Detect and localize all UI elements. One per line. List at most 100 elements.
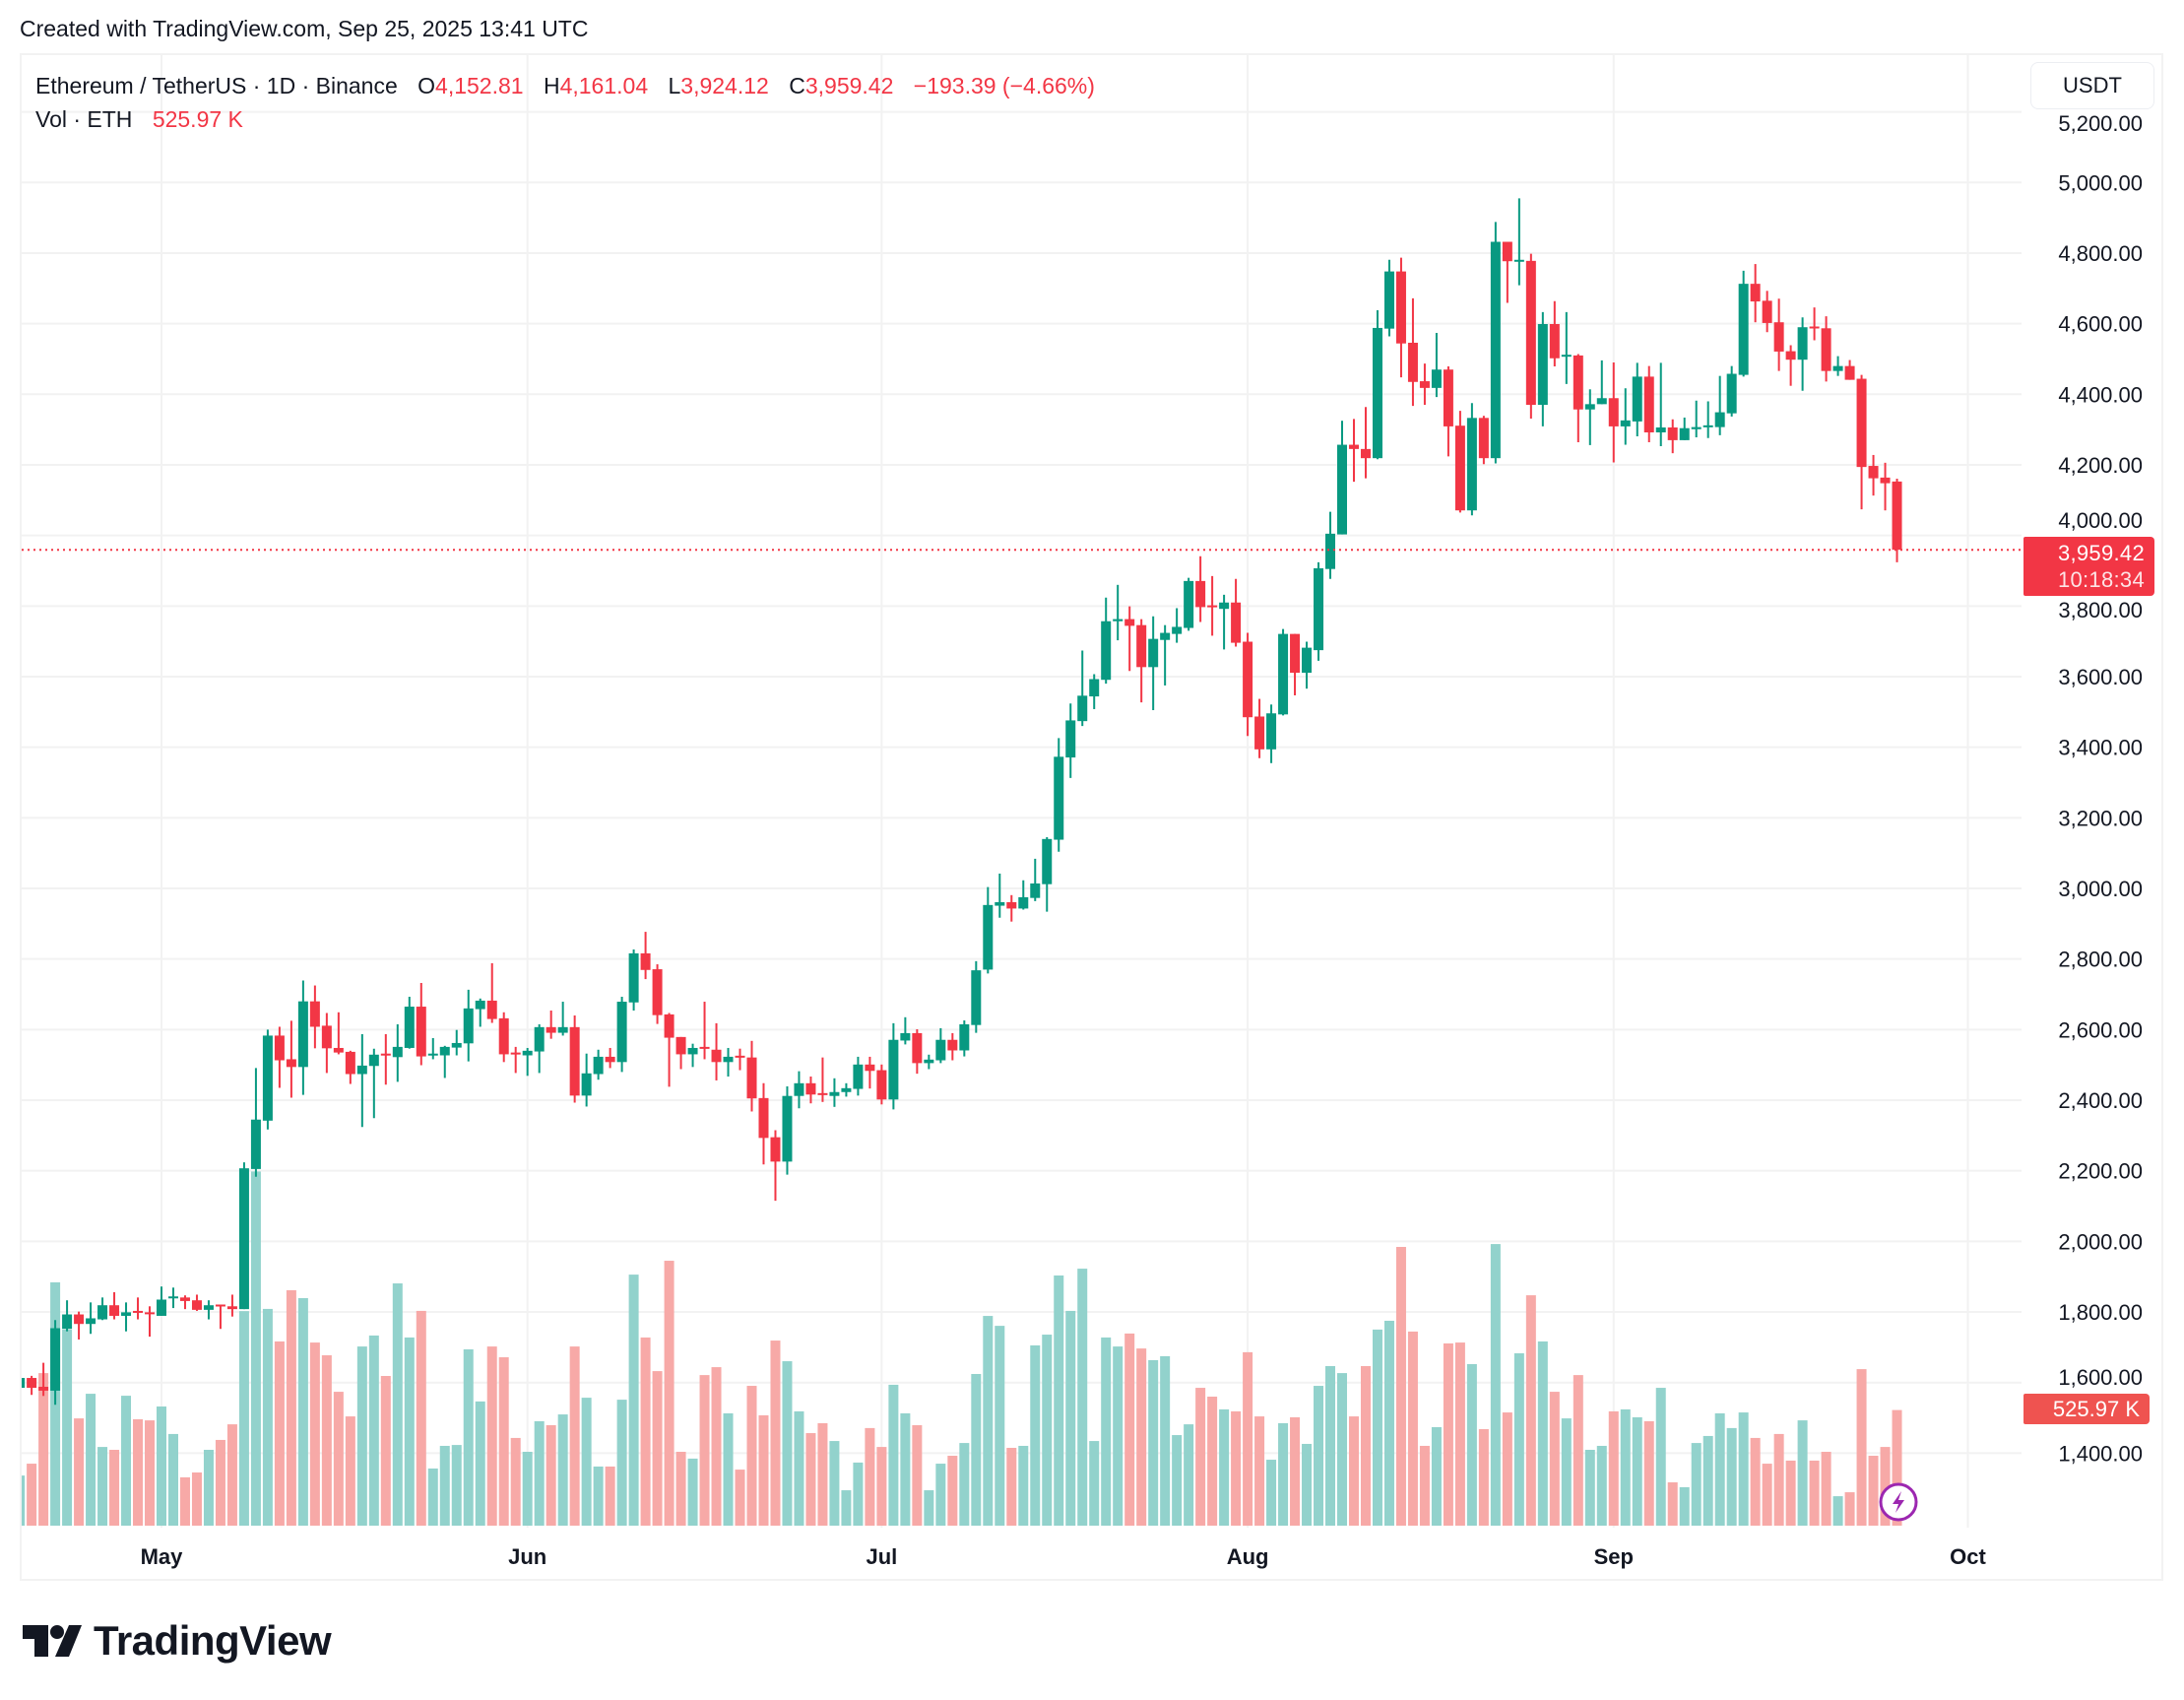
candle[interactable] <box>1892 478 1902 562</box>
candle[interactable] <box>1054 738 1064 852</box>
candle[interactable] <box>475 998 485 1027</box>
candle[interactable] <box>652 964 663 1024</box>
candle[interactable] <box>109 1291 120 1320</box>
candle[interactable] <box>356 1033 367 1128</box>
candle[interactable] <box>133 1297 144 1320</box>
candle[interactable] <box>711 1022 722 1080</box>
candle[interactable] <box>1655 362 1666 446</box>
candle[interactable] <box>664 1013 674 1087</box>
candle[interactable] <box>924 1054 934 1070</box>
candle[interactable] <box>1513 198 1524 286</box>
candle[interactable] <box>805 1077 816 1104</box>
candle[interactable] <box>1089 674 1100 709</box>
candle[interactable] <box>817 1057 828 1102</box>
candle[interactable] <box>368 1048 379 1119</box>
candle[interactable] <box>1502 241 1512 303</box>
candle[interactable] <box>640 932 651 980</box>
candle[interactable] <box>1797 317 1808 391</box>
candle[interactable] <box>392 1023 403 1082</box>
candle[interactable] <box>557 1002 568 1036</box>
candle[interactable] <box>62 1300 73 1332</box>
candle[interactable] <box>1821 316 1831 382</box>
candle[interactable] <box>770 1130 781 1202</box>
candle[interactable] <box>1691 400 1702 438</box>
candle[interactable] <box>15 1376 26 1390</box>
candle[interactable] <box>1172 608 1183 643</box>
candle[interactable] <box>1195 556 1206 622</box>
candle[interactable] <box>86 1302 96 1335</box>
candle[interactable] <box>498 1012 509 1063</box>
candle[interactable] <box>522 1047 533 1077</box>
candle[interactable] <box>203 1300 214 1320</box>
candle[interactable] <box>1207 575 1218 636</box>
candle[interactable] <box>191 1294 202 1311</box>
candle[interactable] <box>486 962 497 1023</box>
candle[interactable] <box>1773 298 1784 371</box>
candle[interactable] <box>250 1068 261 1177</box>
candle[interactable] <box>1750 264 1761 323</box>
candle[interactable] <box>628 948 639 1011</box>
candle[interactable] <box>97 1297 108 1321</box>
candle[interactable] <box>1042 837 1053 912</box>
candle[interactable] <box>1679 417 1690 440</box>
candle[interactable] <box>297 980 308 1095</box>
candle[interactable] <box>1478 416 1489 465</box>
candle[interactable] <box>345 1050 355 1084</box>
candle[interactable] <box>1254 698 1265 758</box>
candle[interactable] <box>983 886 994 974</box>
candle[interactable] <box>1561 311 1572 384</box>
candle[interactable] <box>286 1020 296 1098</box>
candle[interactable] <box>1101 597 1112 685</box>
candle[interactable] <box>404 997 415 1049</box>
candle[interactable] <box>274 1026 285 1088</box>
candle[interactable] <box>1596 360 1607 405</box>
candle[interactable] <box>50 1320 61 1406</box>
candle[interactable] <box>1419 363 1430 406</box>
candle[interactable] <box>1006 894 1017 922</box>
candle[interactable] <box>1383 259 1394 337</box>
candle[interactable] <box>1360 407 1371 479</box>
candle[interactable] <box>1219 594 1230 650</box>
candle[interactable] <box>1762 291 1772 333</box>
candle[interactable] <box>510 1046 521 1074</box>
candle[interactable] <box>995 873 1005 918</box>
candle[interactable] <box>546 1010 556 1039</box>
symbol-title[interactable]: Ethereum / TetherUS · 1D · Binance <box>35 73 398 98</box>
candle[interactable] <box>616 997 627 1073</box>
candle[interactable] <box>1726 365 1737 417</box>
candle[interactable] <box>1348 419 1359 483</box>
candle[interactable] <box>1431 332 1442 398</box>
candle[interactable] <box>1407 297 1418 407</box>
candle[interactable] <box>1809 307 1820 341</box>
candle[interactable] <box>1372 310 1382 460</box>
candle[interactable] <box>1714 375 1725 435</box>
candle[interactable] <box>947 1032 958 1061</box>
candle[interactable] <box>888 1022 899 1110</box>
candle[interactable] <box>1466 403 1477 516</box>
candle[interactable] <box>1160 624 1171 686</box>
candle[interactable] <box>463 989 474 1062</box>
candle[interactable] <box>238 1162 249 1310</box>
candle[interactable] <box>321 1013 332 1074</box>
candle[interactable] <box>1584 389 1595 445</box>
candle[interactable] <box>605 1047 615 1069</box>
candle[interactable] <box>1643 365 1654 443</box>
time-axis[interactable]: May Jun Jul Aug Sep Oct <box>141 1544 1987 1569</box>
candle[interactable] <box>1738 270 1749 377</box>
candle[interactable] <box>593 1049 604 1080</box>
candle[interactable] <box>215 1304 225 1330</box>
candle[interactable] <box>1667 419 1678 454</box>
candle[interactable] <box>1785 345 1796 386</box>
candle[interactable] <box>1148 616 1159 711</box>
currency-button[interactable]: USDT <box>2030 62 2154 109</box>
candle[interactable] <box>427 1037 438 1060</box>
candle[interactable] <box>1454 411 1465 513</box>
candle[interactable] <box>581 1053 592 1107</box>
candle[interactable] <box>1124 606 1135 672</box>
candle[interactable] <box>1243 632 1253 737</box>
candle[interactable] <box>1077 650 1088 727</box>
candle[interactable] <box>569 1015 580 1103</box>
candle[interactable] <box>1030 858 1041 901</box>
candle[interactable] <box>1395 257 1406 378</box>
